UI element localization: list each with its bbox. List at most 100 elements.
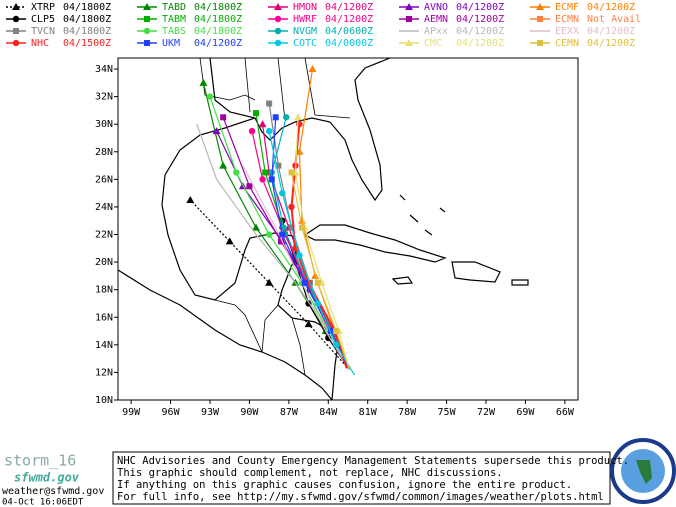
- legend-model: COTC: [293, 38, 317, 49]
- notice-line: If anything on this graphic causes confu…: [117, 479, 572, 491]
- legend-model: AEMN: [424, 14, 448, 25]
- track-point: [265, 127, 273, 135]
- legend-marker: [143, 27, 151, 35]
- track-point: [212, 127, 221, 135]
- lat-label: 32N: [95, 92, 113, 103]
- legend-time: 04/1800Z: [194, 2, 242, 13]
- lon-label: 81W: [359, 407, 378, 418]
- track-point: [296, 252, 303, 259]
- track-point: [206, 93, 214, 100]
- track-point: [283, 114, 290, 121]
- track-point: [325, 334, 332, 342]
- track: [268, 130, 356, 376]
- legend-marker: [274, 3, 282, 10]
- legend-model: NHC: [31, 38, 49, 49]
- lat-label: 34N: [95, 64, 113, 75]
- track-point: [327, 328, 334, 335]
- legend-time: 04/1200Z: [456, 38, 504, 49]
- legend-marker: [144, 40, 150, 46]
- lat-label: 24N: [95, 202, 113, 213]
- lat-label: 20N: [95, 257, 113, 268]
- track: [189, 199, 350, 371]
- track-point: [186, 196, 195, 204]
- legend-model: CMC: [424, 38, 442, 49]
- legend-model: UKM: [162, 38, 180, 49]
- timestamp: 04-Oct 16:06EDT: [2, 498, 84, 507]
- legend-marker: [144, 16, 150, 22]
- legend-marker: [406, 16, 412, 22]
- legend-time: 04/1800Z: [63, 14, 111, 25]
- track-point: [288, 203, 295, 211]
- track-point: [294, 113, 303, 121]
- legend-marker: [12, 3, 20, 10]
- track-point: [262, 169, 269, 176]
- legend: XTRP 04/1800Z TABD 04/1800Z HMON 04/1200Z AVNO…: [6, 2, 641, 49]
- notice-line: This graphic should complement, not repl…: [117, 467, 503, 479]
- legend-model: ECMN: [555, 14, 579, 25]
- legend-time: 04/1500Z: [63, 38, 111, 49]
- legend-model: APxx: [424, 26, 448, 37]
- track-point: [304, 320, 313, 328]
- track-point: [301, 279, 308, 286]
- lat-label: 18N: [95, 285, 113, 296]
- lat-label: 12N: [95, 367, 113, 378]
- legend-time: 04/1200Z: [456, 14, 504, 25]
- legend-marker: [274, 39, 282, 47]
- legend-model: EEXX: [555, 26, 579, 37]
- track-point: [233, 169, 240, 176]
- lon-label: 69W: [516, 407, 535, 418]
- legend-model: NVGM: [293, 26, 317, 37]
- legend-model: AVNO: [424, 2, 448, 13]
- legend-time: 04/1800Z: [194, 26, 242, 37]
- legend-marker: [274, 15, 282, 23]
- legend-model: HWRF: [293, 14, 317, 25]
- site-logo: sfwmd.gov: [14, 471, 80, 485]
- track-point: [258, 120, 267, 128]
- track-point: [279, 231, 286, 238]
- legend-marker: [274, 27, 282, 35]
- track-point: [280, 224, 287, 231]
- legend-time: 04/1200Z: [456, 26, 504, 37]
- legend-model: HMON: [293, 2, 317, 13]
- track: [294, 117, 350, 370]
- track-point: [246, 183, 253, 190]
- notice-box: [112, 451, 611, 505]
- lon-label: 87W: [280, 407, 299, 418]
- legend-marker: [536, 3, 544, 10]
- track-point: [306, 286, 313, 293]
- legend-marker: [537, 16, 543, 22]
- notice-line: For full info, see http://my.sfwmd.gov/s…: [117, 491, 604, 503]
- track-point: [299, 224, 305, 231]
- email: weather@sfwmd.gov: [2, 486, 104, 497]
- lon-label: 93W: [201, 407, 220, 418]
- legend-time: 04/1800Z: [63, 2, 111, 13]
- legend-model: ECMF: [555, 2, 579, 13]
- legend-marker: [405, 3, 413, 10]
- lat-label: 16N: [95, 312, 113, 323]
- legend-model: TABD: [162, 2, 186, 13]
- tracks: [186, 65, 356, 376]
- lat-label: 26N: [95, 174, 113, 185]
- legend-time: 04/1200Z: [587, 38, 635, 49]
- track-point: [288, 169, 295, 176]
- track-point: [308, 65, 317, 73]
- legend-marker: [405, 39, 413, 46]
- track-point: [332, 341, 340, 349]
- legend-marker: [537, 40, 543, 46]
- track-point: [279, 189, 286, 197]
- lon-label: 99W: [122, 407, 141, 418]
- legend-time: 04/1200Z: [325, 2, 373, 13]
- lat-label: 10N: [95, 395, 113, 406]
- legend-model: XTRP: [31, 2, 55, 13]
- lat-label: 30N: [95, 119, 113, 130]
- legend-model: TABS: [162, 26, 186, 37]
- track: [196, 123, 350, 370]
- notice-line: NHC Advisories and County Emergency Mana…: [117, 455, 629, 467]
- legend-model: TABM: [162, 14, 186, 25]
- lon-label: 84W: [319, 407, 338, 418]
- legend-marker: [12, 15, 20, 23]
- track-point: [265, 231, 273, 238]
- track: [271, 117, 350, 370]
- legend-time: 04/1200Z: [587, 26, 635, 37]
- legend-time: 04/0600Z: [325, 26, 373, 37]
